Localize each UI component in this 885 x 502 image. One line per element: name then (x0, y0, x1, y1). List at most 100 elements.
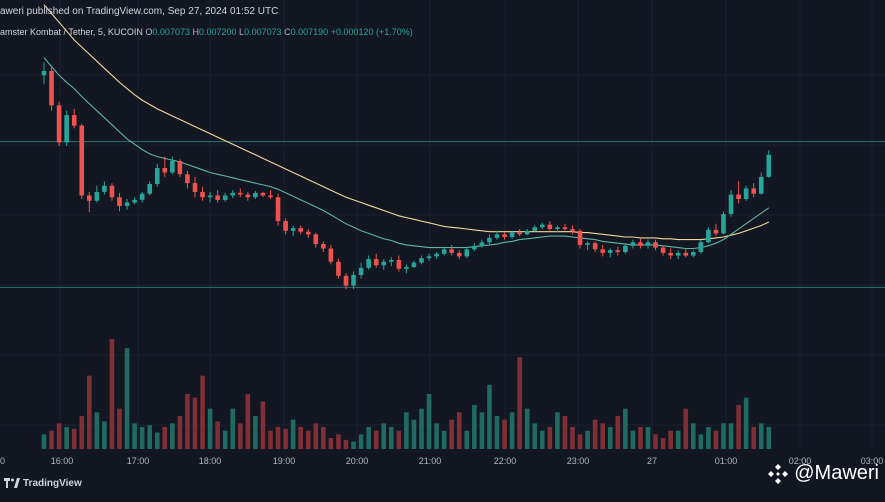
volume-bar (668, 430, 673, 449)
candle-body (660, 247, 666, 253)
volume-bar (71, 428, 77, 449)
volume-bar (615, 416, 621, 449)
candle-body (509, 232, 515, 237)
candle-body (41, 70, 47, 76)
volume-bar (49, 430, 54, 449)
time-axis-label: 19:00 (273, 456, 296, 466)
candle-body (630, 242, 636, 246)
time-axis-label: 22:00 (494, 456, 517, 466)
candle-body (154, 168, 160, 184)
author-watermark: @Maweri (766, 460, 879, 486)
volume-bar (577, 434, 583, 449)
candle-body (487, 237, 492, 243)
tradingview-logo-text: TradingView (23, 478, 82, 489)
volume-bar (336, 434, 341, 449)
volume-bar (441, 430, 447, 449)
volume-bar (411, 419, 417, 449)
volume-bar (524, 408, 530, 449)
volume-bar (607, 427, 613, 449)
candle-body (638, 242, 643, 246)
volume-bar (343, 439, 349, 449)
volume-bar (487, 384, 492, 449)
candle-body (517, 232, 522, 235)
candle-body (275, 197, 281, 222)
candle-body (328, 248, 334, 262)
time-axis-label: 27 (647, 456, 657, 466)
volume-bar (328, 438, 334, 449)
volume-bar (124, 348, 130, 449)
volume-bar (351, 441, 356, 449)
candle-body (396, 259, 402, 269)
volume-bar (260, 401, 266, 449)
volume-bar (691, 423, 696, 449)
volume-bar (298, 427, 303, 449)
time-axis-label: 01:00 (715, 456, 738, 466)
volume-bar (698, 434, 704, 449)
volume-bar (479, 412, 485, 449)
candle-body (419, 258, 424, 263)
candle-body (532, 227, 538, 231)
candle-body (373, 259, 379, 266)
candle-body (698, 242, 704, 252)
volume-bar (117, 408, 122, 449)
volume-bar (472, 405, 477, 449)
tradingview-logo[interactable]: TradingView (4, 476, 82, 492)
time-axis-label: 02:00 (789, 456, 812, 466)
volume-bar (268, 430, 273, 449)
time-axis-label: 0 (0, 456, 5, 466)
candle-body (721, 214, 726, 234)
candle-body (200, 191, 205, 198)
candle-body (117, 197, 122, 207)
volume-bar (713, 430, 719, 449)
change-value: +0.000120 (+1.70%) (330, 27, 413, 37)
volume-bar (758, 423, 764, 449)
volume-bar (456, 412, 462, 449)
volume-bar (592, 419, 598, 449)
candle-body (456, 252, 462, 257)
candle-body (411, 262, 417, 268)
candle-body (290, 228, 296, 231)
candle-body (64, 115, 69, 143)
low-value: 0.007073 (244, 27, 282, 37)
time-axis-label: 03:00 (861, 456, 884, 466)
candle-body (207, 195, 213, 198)
high-value: 0.007200 (198, 27, 237, 37)
close-label: C (284, 27, 291, 37)
volume-bar (434, 423, 439, 449)
candle-body (102, 185, 107, 192)
volume-bar (766, 427, 772, 449)
candle-body (653, 242, 658, 248)
volume-bar (87, 375, 92, 449)
volume-bar (570, 427, 575, 449)
candle-body (743, 188, 749, 199)
volume-bar (321, 427, 326, 449)
candle-body (472, 245, 477, 250)
close-value: 0.007190 (290, 27, 329, 37)
candle-body (79, 125, 85, 196)
candle-body (305, 231, 311, 235)
candle-body (758, 176, 764, 194)
volume-bar (600, 423, 605, 449)
volume-bar (547, 427, 553, 449)
volume-bar (358, 434, 364, 449)
candle-body (283, 221, 288, 231)
volume-bar (675, 430, 681, 449)
candle-body (645, 242, 651, 246)
symbol-name[interactable]: amster Kombat / Tether, 5, KUCOIN (0, 27, 143, 37)
candle-body (366, 259, 371, 268)
volume-bar (426, 394, 432, 449)
candle-body (404, 267, 409, 269)
volume-bar (653, 434, 658, 449)
time-axis-label: 18:00 (199, 456, 222, 466)
open-label: O (145, 27, 153, 37)
candle-body (449, 249, 454, 253)
volume-bar (102, 421, 107, 449)
volume-bar (177, 416, 183, 449)
candle-body (464, 249, 470, 257)
volume-bar (139, 427, 145, 449)
candle-body (245, 194, 251, 198)
volume-bar (706, 427, 711, 449)
volume-bar (660, 438, 666, 449)
